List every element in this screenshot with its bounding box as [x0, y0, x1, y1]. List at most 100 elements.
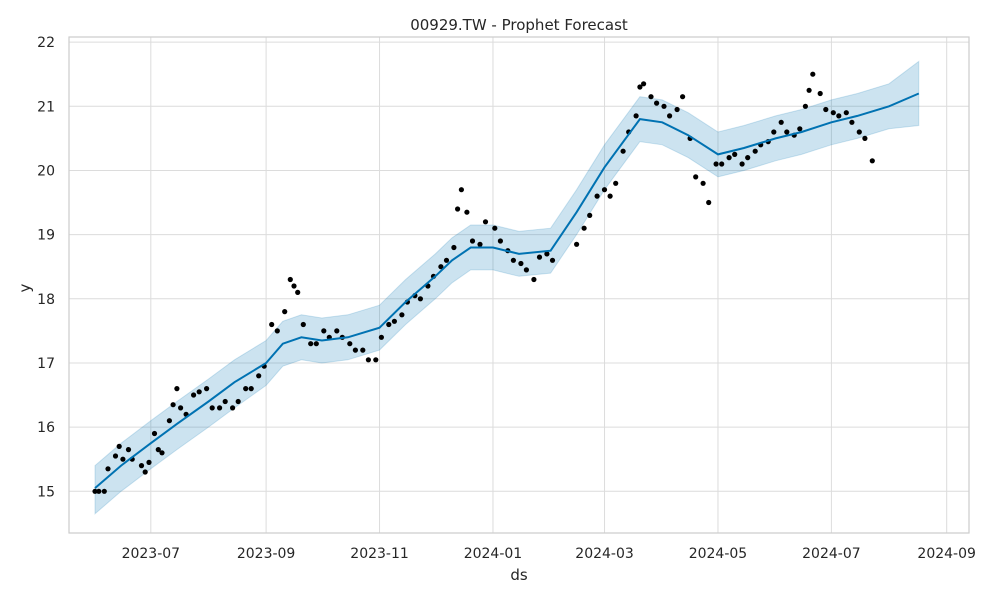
actual-point — [594, 193, 600, 199]
actual-point — [802, 103, 809, 109]
actual-point — [574, 241, 580, 247]
forecast-line-layer — [94, 92, 920, 489]
grid-layer — [69, 37, 969, 533]
x-tick-label: 2024-03 — [575, 546, 634, 562]
actual-point — [217, 405, 223, 411]
actual-point — [248, 386, 254, 392]
actual-point — [235, 398, 241, 405]
actual-point — [178, 405, 184, 411]
actual-point — [352, 347, 358, 353]
y-tick-label: 17 — [37, 356, 55, 372]
actual-point — [843, 110, 849, 116]
actual-point — [455, 206, 461, 212]
actual-point — [96, 488, 102, 494]
actual-point — [771, 129, 777, 135]
actual-point — [667, 113, 673, 119]
actual-point — [269, 321, 275, 328]
uncertainty-band — [94, 60, 920, 515]
actual-point — [581, 225, 587, 231]
actual-point — [138, 463, 145, 469]
actual-point — [166, 418, 172, 424]
actual-point — [492, 225, 498, 231]
actual-point — [464, 209, 470, 215]
actual-point — [155, 447, 161, 453]
actual-point — [817, 90, 823, 97]
actual-point — [726, 155, 732, 161]
actual-point — [497, 238, 503, 244]
y-axis-label: y — [16, 283, 34, 292]
actual-point — [291, 283, 297, 289]
actual-point — [334, 328, 340, 334]
actual-point — [654, 100, 660, 106]
actual-point — [243, 386, 249, 392]
y-tick-label: 21 — [37, 99, 55, 115]
actual-point — [209, 405, 215, 411]
actual-point — [458, 187, 464, 193]
y-tick-label: 15 — [37, 484, 55, 500]
actual-point — [399, 312, 405, 318]
actual-point — [360, 347, 366, 353]
actual-point — [810, 71, 816, 77]
actual-point — [196, 389, 202, 395]
actual-point — [784, 129, 790, 135]
y-tick-label: 22 — [37, 35, 55, 51]
x-tick-label: 2024-01 — [464, 546, 523, 562]
actual-point — [637, 84, 643, 90]
actual-point — [680, 94, 686, 100]
actual-point — [438, 264, 444, 270]
actual-point — [378, 334, 384, 340]
actual-point — [700, 180, 706, 186]
actual-point — [739, 161, 745, 167]
actual-point — [256, 373, 262, 379]
actual-point — [732, 151, 738, 157]
actual-point — [544, 251, 550, 257]
actual-point — [477, 241, 483, 247]
actual-point — [170, 402, 176, 408]
actual-point — [159, 450, 165, 456]
actual-point — [706, 199, 712, 206]
x-tick-labels: 2023-07 2023-09 2023-11 2024-01 2024-03 2024-… — [122, 546, 976, 562]
actual-point — [823, 106, 829, 113]
x-tick-label: 2024-09 — [917, 546, 976, 562]
x-tick-label: 2023-09 — [237, 546, 296, 562]
uncertainty-band-layer — [94, 60, 920, 515]
actual-point — [806, 87, 812, 93]
actual-point — [191, 392, 197, 398]
actual-point — [601, 187, 608, 193]
actual-point — [469, 238, 476, 244]
actual-point — [112, 453, 119, 459]
actual-point — [125, 447, 132, 453]
actual-point — [386, 321, 392, 328]
x-axis-label: ds — [510, 566, 528, 584]
plot-frame — [68, 36, 970, 534]
x-tick-label: 2024-05 — [689, 546, 748, 562]
actual-point — [204, 386, 210, 392]
actual-point — [282, 309, 288, 315]
actual-point — [587, 212, 593, 218]
actual-point — [620, 148, 626, 154]
actual-point — [443, 257, 450, 263]
actual-point — [862, 135, 868, 141]
actual-point — [146, 459, 152, 465]
y-tick-label: 18 — [37, 292, 55, 308]
y-tick-label: 19 — [37, 228, 55, 244]
x-tick-label: 2023-07 — [122, 546, 181, 562]
actual-point — [745, 155, 751, 161]
actual-point — [308, 341, 314, 347]
y-tick-label: 16 — [37, 420, 55, 436]
actual-point — [222, 398, 228, 405]
actual-point — [373, 357, 379, 363]
actual-point — [549, 257, 556, 263]
actual-point — [321, 328, 327, 334]
actual-point — [613, 180, 619, 186]
actual-point — [174, 386, 180, 392]
actual-point — [830, 110, 836, 116]
actual-point — [300, 321, 306, 328]
actual-point — [869, 158, 875, 164]
actual-point — [105, 466, 111, 472]
actual-point — [531, 276, 537, 283]
actual-point — [523, 267, 530, 273]
actual-point — [661, 103, 667, 109]
